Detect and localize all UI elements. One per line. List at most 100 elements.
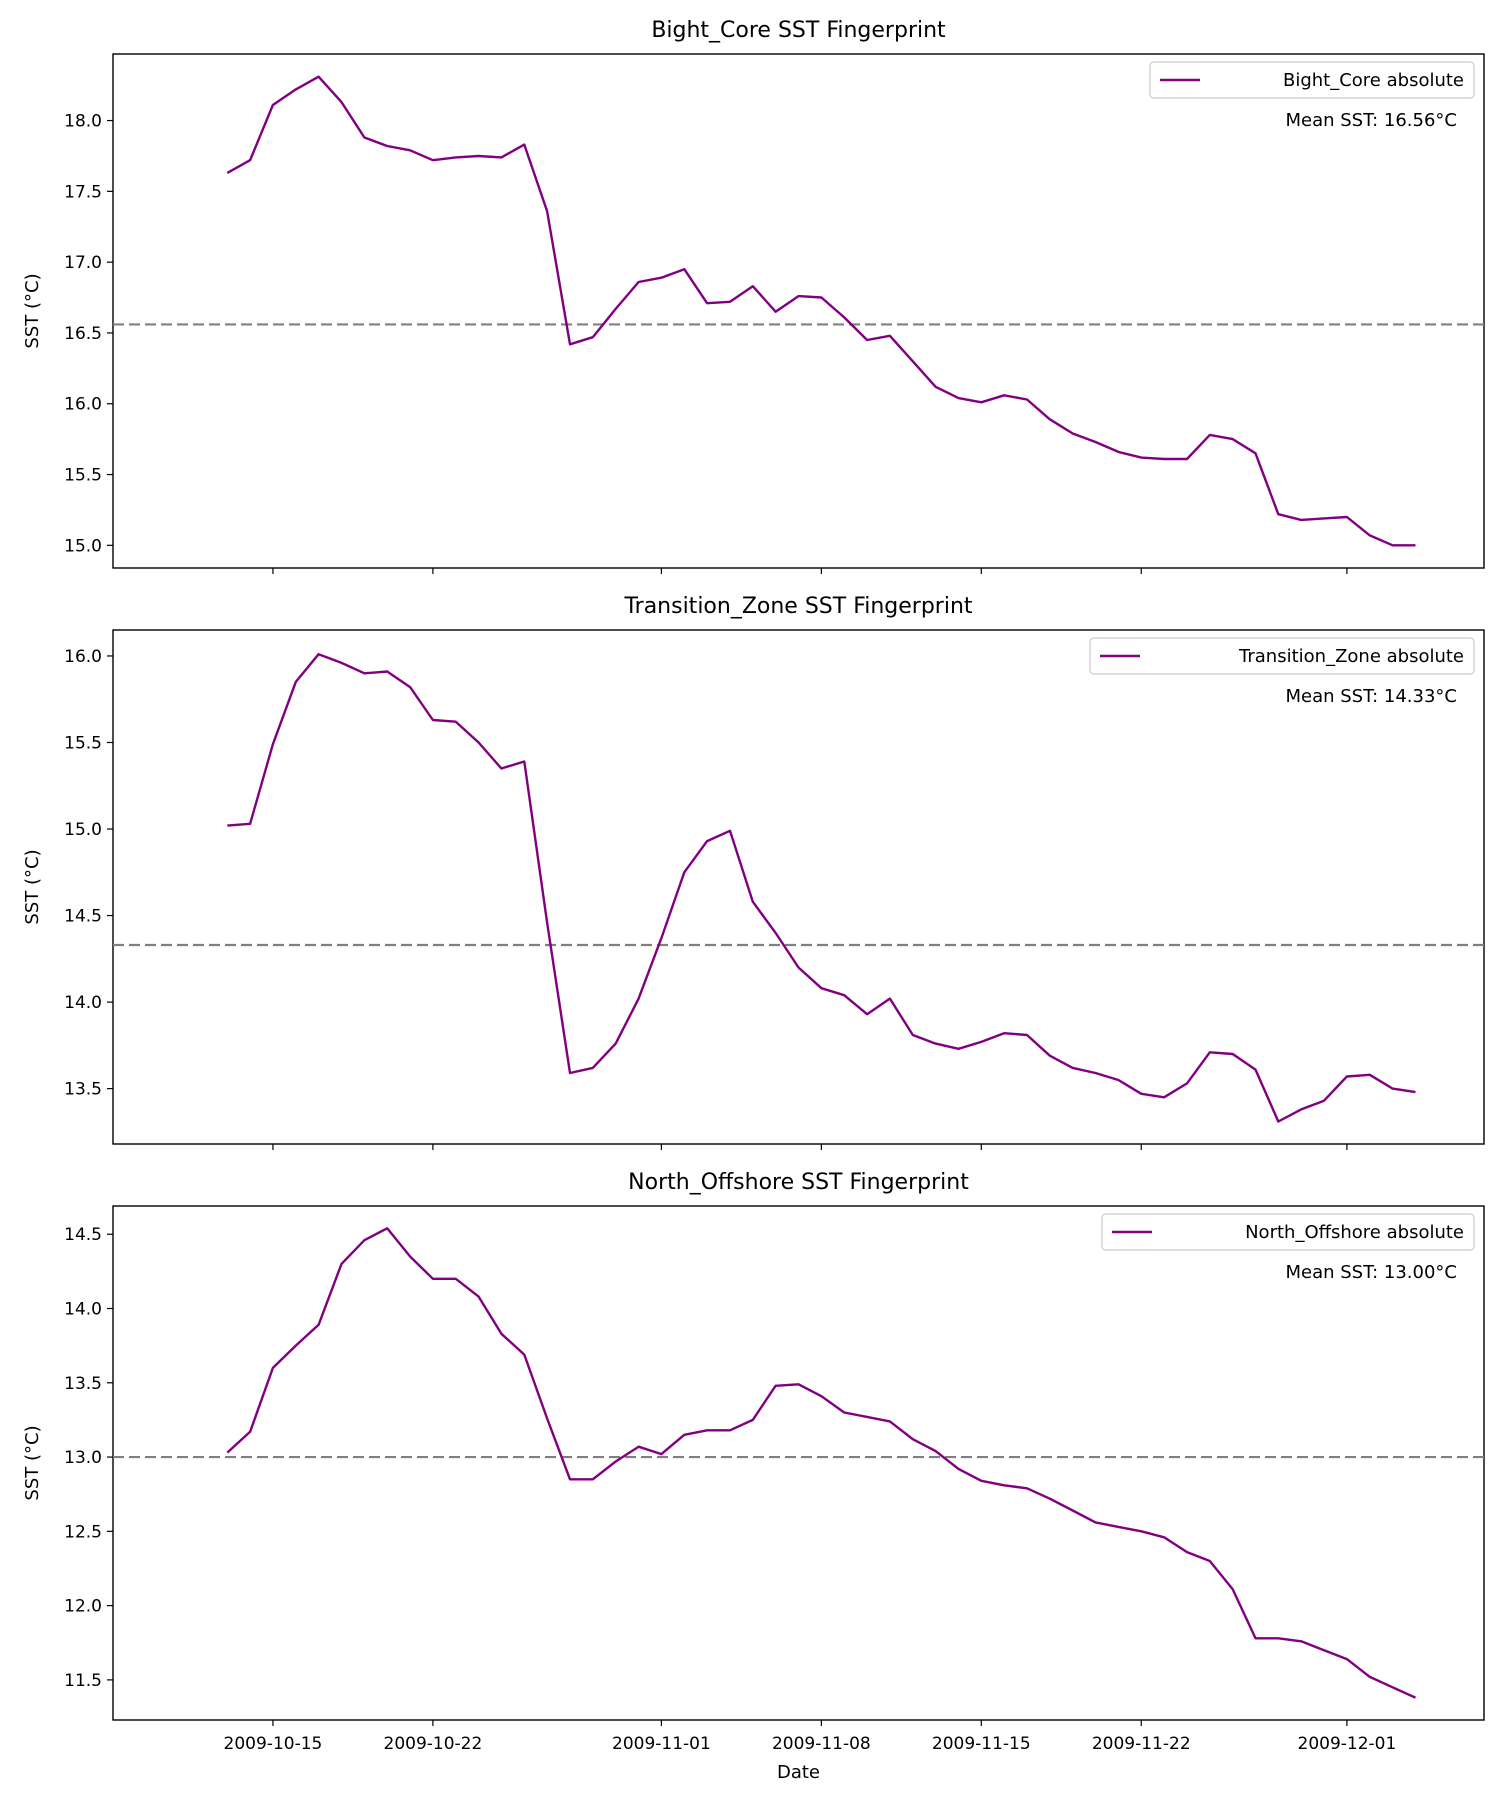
data-point	[1162, 1535, 1167, 1540]
data-point	[1207, 1050, 1212, 1055]
data-point	[476, 1294, 481, 1299]
data-point	[408, 148, 413, 153]
data-point	[1322, 516, 1327, 521]
data-point	[1116, 1524, 1121, 1529]
data-point	[659, 275, 664, 280]
data-point	[590, 335, 595, 340]
data-point	[499, 155, 504, 160]
data-point	[1025, 1033, 1030, 1038]
data-point	[522, 142, 527, 147]
y-tick-label: 16.0	[64, 647, 102, 667]
data-point	[1185, 1081, 1190, 1086]
data-point	[956, 396, 961, 401]
data-point	[842, 993, 847, 998]
y-tick-label: 15.5	[64, 733, 102, 753]
y-axis-label: SST (°C)	[22, 1425, 43, 1500]
data-point	[865, 1415, 870, 1420]
data-point	[1345, 515, 1350, 520]
data-point	[1093, 440, 1098, 445]
data-point	[293, 1343, 298, 1348]
data-point	[705, 839, 710, 844]
data-point	[888, 333, 893, 338]
data-point	[385, 144, 390, 149]
mean-annotation: Mean SST: 13.00°C	[1285, 1262, 1457, 1283]
data-point	[1345, 1074, 1350, 1079]
data-point	[888, 996, 893, 1001]
data-point	[819, 1394, 824, 1399]
data-point	[1390, 543, 1395, 548]
data-point	[545, 1416, 550, 1421]
data-point	[773, 309, 778, 314]
data-point	[1207, 432, 1212, 437]
data-point	[1367, 533, 1372, 538]
data-point	[682, 870, 687, 875]
series-line	[227, 653, 1416, 1123]
data-point	[1139, 455, 1144, 460]
data-point	[1002, 393, 1007, 398]
data-point	[682, 267, 687, 272]
data-point	[1253, 1067, 1258, 1072]
mean-annotation: Mean SST: 16.56°C	[1285, 110, 1457, 131]
data-point	[750, 899, 755, 904]
series-line	[226, 1227, 1416, 1699]
data-point	[1367, 1072, 1372, 1077]
legend-box	[1089, 637, 1475, 675]
x-tick-label: 2009-11-01	[612, 1734, 711, 1754]
data-point	[933, 384, 938, 389]
y-tick-label: 15.0	[64, 536, 102, 556]
data-point	[568, 342, 573, 347]
y-axis-label: SST (°C)	[22, 849, 43, 924]
data-point	[1025, 1486, 1030, 1491]
data-point	[819, 295, 824, 300]
data-point	[1230, 437, 1235, 442]
chart-panel-3: North_Offshore SST Fingerprint 11.5 12.0 12…	[22, 1170, 1485, 1783]
data-point	[1047, 1496, 1052, 1501]
data-point	[316, 1322, 321, 1327]
y-tick-label: 16.0	[64, 395, 102, 415]
data-point	[842, 1410, 847, 1415]
data-point	[1253, 1636, 1258, 1641]
data-point	[705, 301, 710, 306]
data-point	[1230, 1052, 1235, 1057]
data-point	[1185, 1550, 1190, 1555]
data-point	[865, 338, 870, 343]
legend-box	[1101, 1213, 1475, 1251]
legend: Bight_Core absolute	[1149, 61, 1475, 99]
data-point	[225, 171, 230, 176]
data-point	[1207, 1559, 1212, 1564]
chart-panel-2: Transition_Zone SST Fingerprint 13.5 14.0 1…	[22, 594, 1485, 1150]
data-point	[888, 1419, 893, 1424]
plot-area	[112, 1205, 1485, 1721]
y-tick-label: 14.0	[64, 1300, 102, 1320]
y-tick-label: 15.5	[64, 466, 102, 486]
data-point	[385, 1226, 390, 1231]
data-point	[682, 1432, 687, 1437]
data-point	[408, 1254, 413, 1259]
data-point	[1002, 1031, 1007, 1036]
data-point	[1047, 417, 1052, 422]
data-point	[408, 685, 413, 690]
data-point	[910, 1437, 915, 1442]
data-point	[1002, 1483, 1007, 1488]
y-tick-label: 12.0	[64, 1597, 102, 1617]
data-point	[453, 1276, 458, 1281]
y-tick-label: 11.5	[64, 1671, 102, 1691]
data-point	[316, 652, 321, 657]
data-point	[568, 1477, 573, 1482]
data-point	[225, 1450, 230, 1455]
data-point	[1276, 1636, 1281, 1641]
data-point	[1276, 1119, 1281, 1124]
y-tick-label: 12.5	[64, 1522, 102, 1542]
data-point	[1276, 512, 1281, 517]
data-point	[476, 154, 481, 159]
data-point	[362, 1238, 367, 1243]
data-point	[773, 930, 778, 935]
data-point	[659, 936, 664, 941]
data-point	[248, 158, 253, 163]
data-point	[339, 1262, 344, 1267]
y-axis-label: SST (°C)	[22, 273, 43, 348]
data-point	[431, 1276, 436, 1281]
data-point	[1116, 449, 1121, 454]
chart-title: North_Offshore SST Fingerprint	[628, 1170, 969, 1195]
y-tick-label: 14.5	[64, 907, 102, 927]
